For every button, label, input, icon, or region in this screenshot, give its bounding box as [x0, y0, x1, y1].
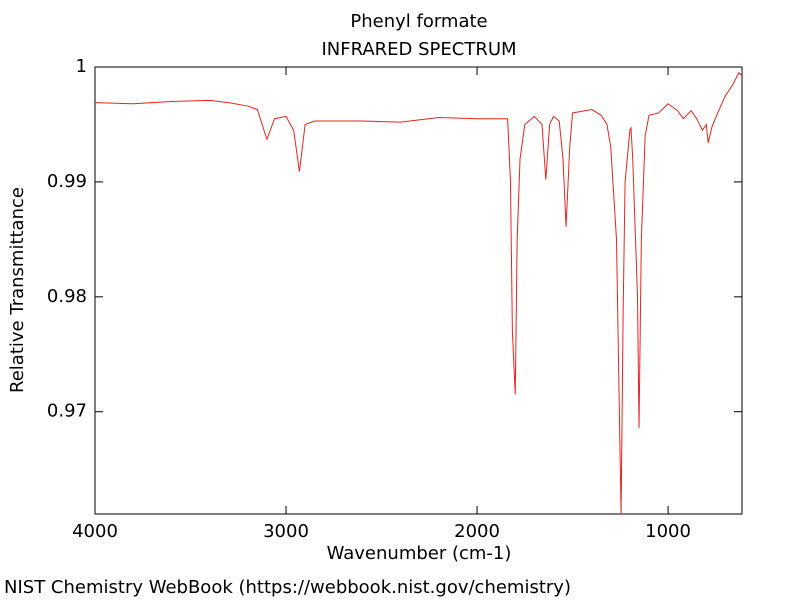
chart-subtitle: INFRARED SPECTRUM — [321, 39, 516, 60]
y-tick-label: 0.99 — [47, 171, 87, 192]
y-tick-label: 0.98 — [47, 286, 87, 307]
y-tick-label: 0.97 — [47, 401, 87, 422]
y-axis-label: Relative Transmittance — [7, 187, 28, 393]
x-axis-label: Wavenumber (cm-1) — [327, 543, 512, 564]
x-tick-label: 3000 — [263, 521, 309, 542]
chart-title: Phenyl formate — [350, 11, 487, 32]
footer: NIST Chemistry WebBook (https://webbook.… — [4, 577, 571, 598]
plot-frame — [94, 66, 743, 515]
y-tick-label: 1 — [76, 56, 87, 77]
x-tick-label: 4000 — [72, 521, 118, 542]
spectrum-line — [94, 71, 742, 515]
x-tick-label: 1000 — [645, 521, 691, 542]
x-tick-label: 2000 — [454, 521, 500, 542]
